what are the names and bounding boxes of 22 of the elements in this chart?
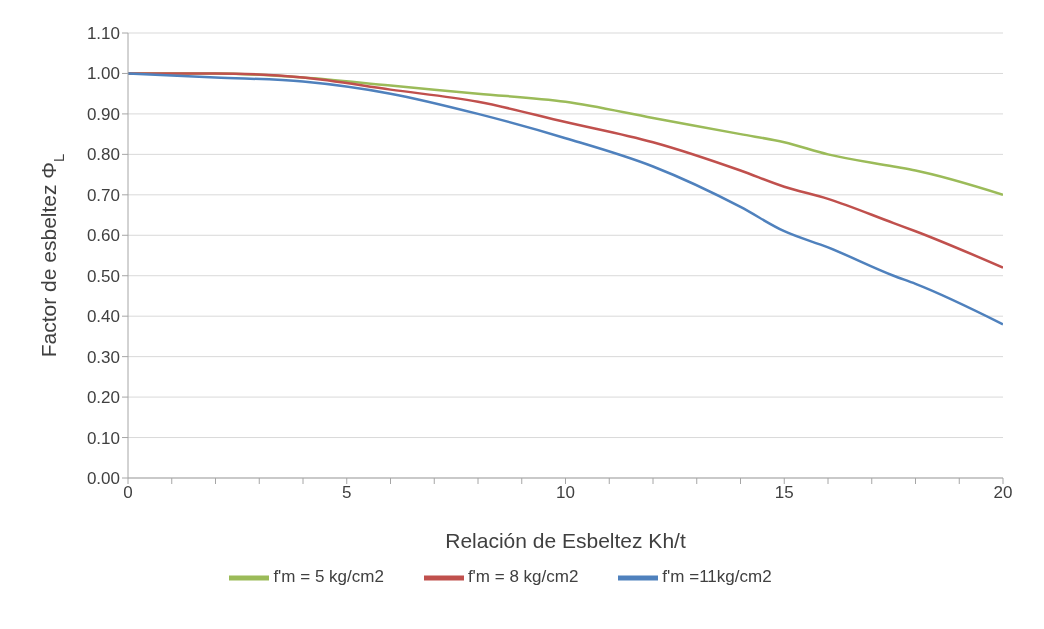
y-tick-label: 0.10 <box>86 428 120 448</box>
y-tick-label: 0.20 <box>86 388 120 408</box>
y-tick-label: 0.70 <box>86 185 120 205</box>
x-axis-title: Relación de Esbeltez Kh/t <box>445 529 686 552</box>
y-tick-label: 0.80 <box>86 145 120 165</box>
y-tick-label: 0.40 <box>86 307 120 327</box>
y-tick-label: 0.60 <box>86 226 120 246</box>
line-series <box>128 72 1003 326</box>
x-tick-label: 0 <box>123 483 133 503</box>
x-tick-label: 5 <box>342 483 352 503</box>
y-tick-label: 1.00 <box>86 64 120 84</box>
x-tick-label: 15 <box>774 483 794 503</box>
legend-label: f'm = 5 kg/cm2 <box>273 567 384 587</box>
y-tick-label: 0.30 <box>86 347 120 367</box>
y-tick-label: 0.50 <box>86 266 120 286</box>
x-tick-label: 10 <box>556 483 575 503</box>
legend-label: f'm =11kg/cm2 <box>662 567 772 587</box>
y-tick-label: 0.90 <box>86 104 120 124</box>
x-tick-label: 20 <box>993 483 1013 503</box>
y-tick-label: 0.00 <box>86 469 120 489</box>
y-tick-label: 1.10 <box>86 24 120 44</box>
legend-label: f'm = 8 kg/cm2 <box>467 567 579 587</box>
